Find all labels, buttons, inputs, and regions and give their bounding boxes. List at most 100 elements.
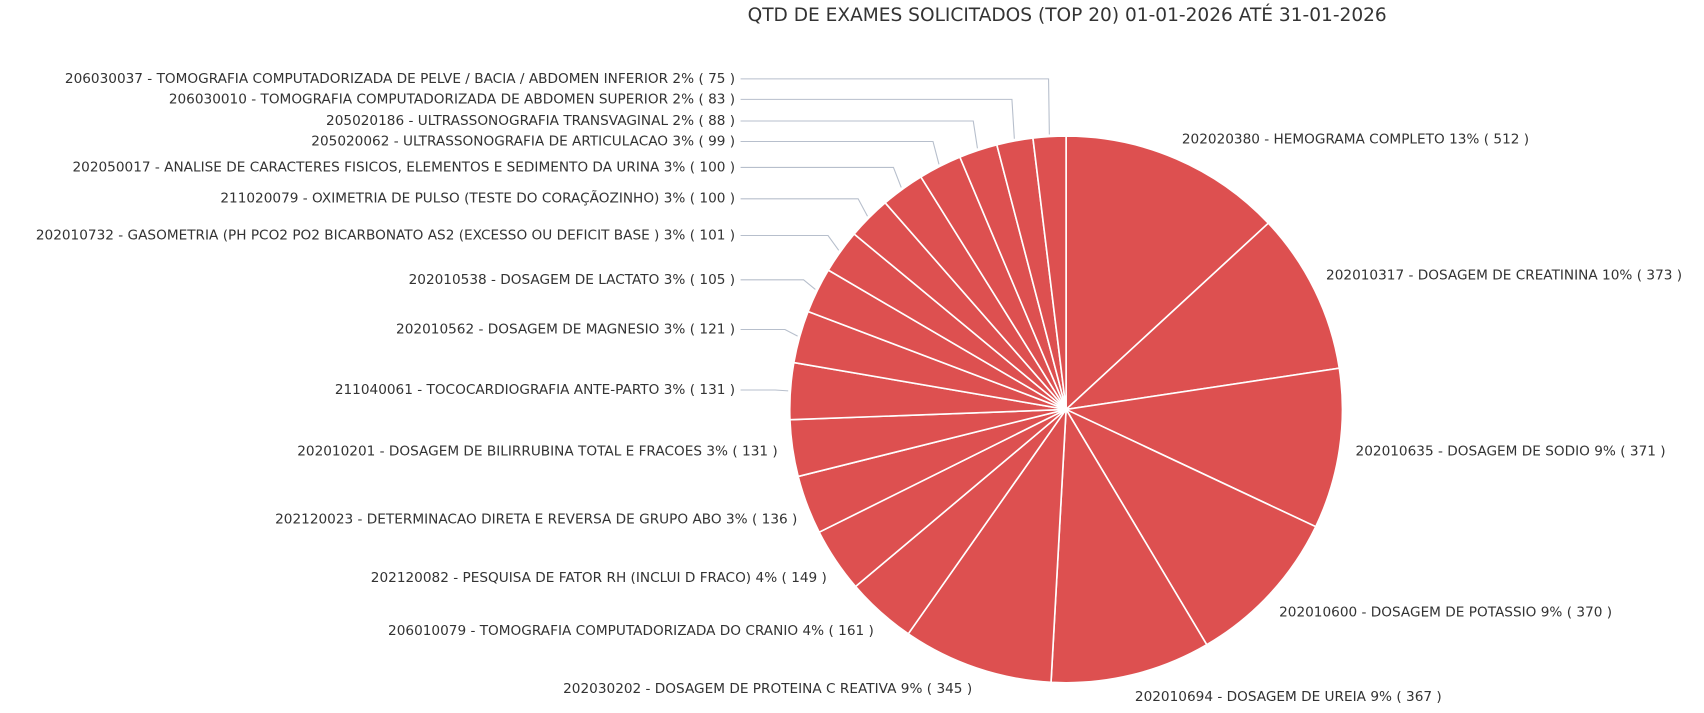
slice-label: 202030202 - DOSAGEM DE PROTEINA C REATIV… xyxy=(563,681,972,697)
category-name: 202010562 - DOSAGEM DE MAGNESIO xyxy=(396,322,659,338)
percent-label: 4% xyxy=(802,623,824,639)
percent-label: 4% xyxy=(756,570,778,586)
category-name: 206030010 - TOMOGRAFIA COMPUTADORIZADA D… xyxy=(169,91,669,107)
pie-slice xyxy=(1063,367,1344,528)
leader-line xyxy=(740,328,798,337)
slice-label: 202010317 - DOSAGEM DE CREATININA 10% ( 37… xyxy=(1326,268,1682,284)
slice-label: 202120023 - DETERMINACAO DIRETA E REVERS… xyxy=(275,512,797,528)
slice-label: 206010079 - TOMOGRAFIA COMPUTADORIZADA D… xyxy=(388,623,874,639)
slice-label: 211020079 - OXIMETRIA DE PULSO (TESTE DO… xyxy=(220,190,735,207)
category-name: 202010694 - DOSAGEM DE UREIA xyxy=(1135,689,1367,705)
percent-label: 3% xyxy=(706,444,728,460)
leader-line xyxy=(740,279,816,290)
leader-line xyxy=(740,78,1050,135)
category-name: 202120082 - PESQUISA DE FATOR RH (INCLUI… xyxy=(371,570,751,586)
slice-label: 202120082 - PESQUISA DE FATOR RH (INCLUI… xyxy=(371,570,827,586)
percent-label: 3% xyxy=(664,322,686,338)
leader-line xyxy=(740,389,789,392)
value-label: ( 371 ) xyxy=(1620,444,1665,460)
category-name: 202010317 - DOSAGEM DE CREATININA xyxy=(1326,268,1598,284)
category-name: 202020380 - HEMOGRAMA COMPLETO xyxy=(1182,131,1445,147)
value-label: ( 100 ) xyxy=(690,191,735,207)
category-name: 205020186 - ULTRASSONOGRAFIA TRANSVAGINA… xyxy=(326,113,668,129)
percent-label: 3% xyxy=(664,159,686,175)
slice-label: 206030010 - TOMOGRAFIA COMPUTADORIZADA D… xyxy=(169,91,735,107)
percent-label: 13% xyxy=(1449,131,1479,147)
leader-line xyxy=(740,234,840,251)
slice-label: 202010732 - GASOMETRIA (PH PCO2 PO2 BICA… xyxy=(36,228,735,244)
percent-label: 3% xyxy=(664,382,686,398)
category-name: 202030202 - DOSAGEM DE PROTEINA C REATIV… xyxy=(563,681,897,697)
category-name: 211040061 - TOCOCARDIOGRAFIA ANTE-PARTO xyxy=(335,382,660,398)
category-name: 202010201 - DOSAGEM DE BILIRRUBINA TOTAL… xyxy=(297,444,702,460)
percent-label: 3% xyxy=(664,191,686,207)
leader-line xyxy=(740,98,1015,139)
percent-label: 2% xyxy=(672,113,694,129)
slice-label: 202010600 - DOSAGEM DE POTASSIO 9%( 370 ) xyxy=(1279,605,1612,621)
pie-slice xyxy=(907,406,1068,684)
slice-label: 202010201 - DOSAGEM DE BILIRRUBINA TOTAL… xyxy=(297,444,777,460)
value-label: ( 99 ) xyxy=(698,134,735,150)
percent-label: 9% xyxy=(901,681,923,697)
slice-label: 211040061 - TOCOCARDIOGRAFIA ANTE-PARTO 3… xyxy=(335,382,735,398)
percent-label: 2% xyxy=(672,91,694,107)
slice-label: 202010538 - DOSAGEM DE LACTATO 3%( 105 ) xyxy=(409,272,736,288)
value-label: ( 75 ) xyxy=(698,71,735,87)
percent-label: 3% xyxy=(664,272,686,288)
percent-label: 3% xyxy=(672,134,694,150)
percent-label: 9% xyxy=(1594,444,1616,460)
value-label: ( 367 ) xyxy=(1396,689,1441,705)
value-label: ( 83 ) xyxy=(698,91,735,107)
slice-label: 205020186 - ULTRASSONOGRAFIA TRANSVAGINA… xyxy=(326,113,735,129)
category-name: 206010079 - TOMOGRAFIA COMPUTADORIZADA D… xyxy=(388,623,798,639)
percent-label: 9% xyxy=(1541,605,1563,621)
value-label: ( 161 ) xyxy=(829,623,874,639)
value-label: ( 512 ) xyxy=(1484,131,1529,147)
slice-label: 206030037 - TOMOGRAFIA COMPUTADORIZADA D… xyxy=(65,71,735,87)
chart-title: QTD DE EXAMES SOLICITADOS (TOP 20) 01-01… xyxy=(748,4,1387,26)
category-name: 202010600 - DOSAGEM DE POTASSIO xyxy=(1279,605,1536,621)
leader-line xyxy=(740,198,868,217)
value-label: ( 105 ) xyxy=(690,272,735,288)
slice-label: 202010694 - DOSAGEM DE UREIA 9%( 367 ) xyxy=(1135,689,1442,705)
percent-label: 10% xyxy=(1602,268,1632,284)
category-name: 202120023 - DETERMINACAO DIRETA E REVERS… xyxy=(275,512,722,528)
value-label: ( 131 ) xyxy=(690,382,735,398)
value-label: ( 136 ) xyxy=(752,512,797,528)
slice-label: 202010635 - DOSAGEM DE SODIO 9%( 371 ) xyxy=(1356,444,1666,460)
percent-label: 3% xyxy=(664,228,686,244)
category-name: 211020079 - OXIMETRIA DE PULSO (TESTE DO… xyxy=(220,190,659,207)
category-name: 202010538 - DOSAGEM DE LACTATO xyxy=(409,272,660,288)
pie-slice xyxy=(1063,222,1341,411)
value-label: ( 373 ) xyxy=(1637,268,1682,284)
pie-slice xyxy=(1032,135,1067,410)
percent-label: 2% xyxy=(672,71,694,87)
percent-label: 3% xyxy=(726,512,748,528)
category-name: 202010635 - DOSAGEM DE SODIO xyxy=(1356,444,1590,460)
value-label: ( 131 ) xyxy=(732,444,777,460)
leader-line xyxy=(740,140,940,165)
value-label: ( 100 ) xyxy=(690,159,735,175)
pie-slice xyxy=(1065,135,1270,412)
slice-label: 202010562 - DOSAGEM DE MAGNESIO 3%( 121 ) xyxy=(396,322,735,338)
value-label: ( 149 ) xyxy=(782,570,827,586)
category-name: 202050017 - ANALISE DE CARACTERES FISICO… xyxy=(72,159,660,175)
value-label: ( 121 ) xyxy=(690,322,735,338)
value-label: ( 101 ) xyxy=(690,228,735,244)
slice-label: 205020062 - ULTRASSONOGRAFIA DE ARTICULA… xyxy=(311,134,735,150)
category-name: 202010732 - GASOMETRIA (PH PCO2 PO2 BICA… xyxy=(36,228,660,244)
leader-line xyxy=(740,120,978,149)
value-label: ( 370 ) xyxy=(1567,605,1612,621)
category-name: 205020062 - ULTRASSONOGRAFIA DE ARTICULA… xyxy=(311,134,668,150)
pie-slice xyxy=(1064,407,1317,646)
category-name: 206030037 - TOMOGRAFIA COMPUTADORIZADA D… xyxy=(65,71,669,87)
slice-label: 202050017 - ANALISE DE CARACTERES FISICO… xyxy=(72,159,735,175)
value-label: ( 345 ) xyxy=(927,681,972,697)
slice-label: 202020380 - HEMOGRAMA COMPLETO 13% ( 512 ) xyxy=(1182,131,1529,147)
leader-line xyxy=(740,166,902,188)
percent-label: 9% xyxy=(1370,689,1392,705)
pie-slice xyxy=(1050,406,1208,684)
value-label: ( 88 ) xyxy=(698,113,735,129)
